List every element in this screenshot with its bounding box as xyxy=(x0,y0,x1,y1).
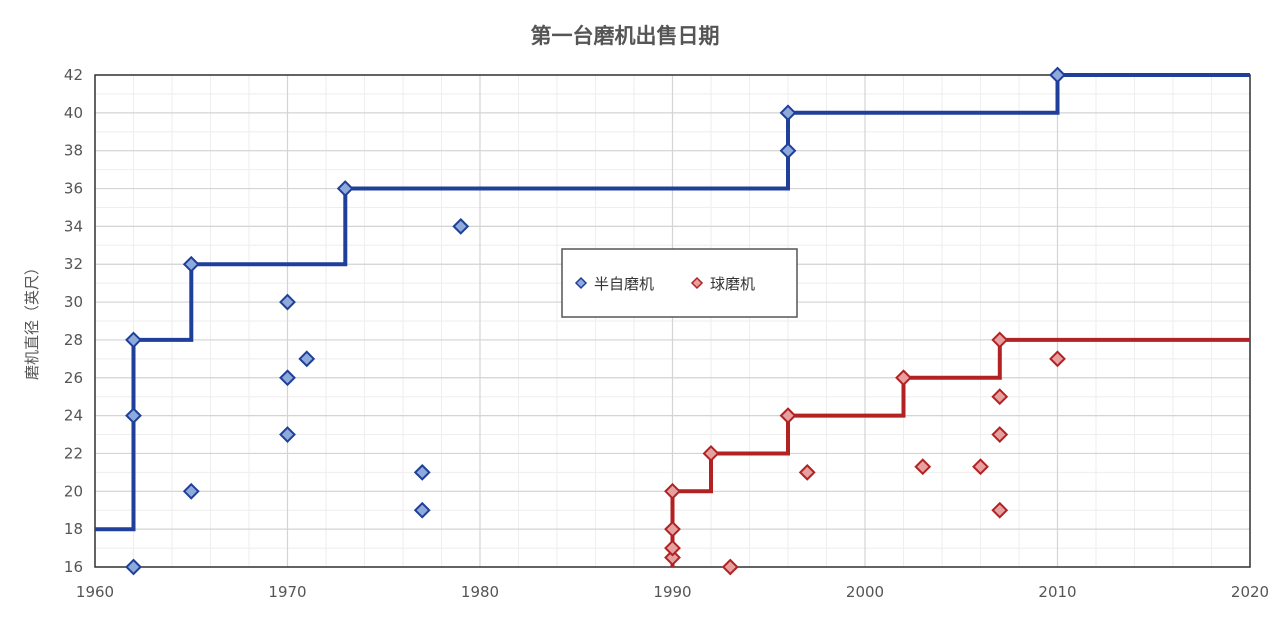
series-point-0 xyxy=(1049,66,1066,84)
y-tick-label: 22 xyxy=(64,444,83,462)
series-point-0 xyxy=(279,369,296,387)
x-tick-label: 2010 xyxy=(1038,583,1076,601)
series-point-0 xyxy=(779,142,797,160)
series-point-1 xyxy=(664,520,681,538)
legend: 半自磨机 球磨机 xyxy=(561,248,798,318)
y-tick-label: 38 xyxy=(64,142,83,160)
series-point-1 xyxy=(972,458,989,476)
y-tick-label: 18 xyxy=(64,520,83,538)
legend-marker-ball xyxy=(690,276,704,290)
y-tick-label: 30 xyxy=(64,293,83,311)
series-point-1 xyxy=(702,445,720,462)
series-point-1 xyxy=(664,482,681,500)
y-tick-label: 20 xyxy=(64,482,83,500)
series-point-0 xyxy=(125,407,142,425)
series-point-0 xyxy=(279,426,296,443)
legend-box xyxy=(561,248,798,318)
y-tick-label: 40 xyxy=(64,104,83,122)
series-point-1 xyxy=(991,501,1009,519)
y-tick-label: 34 xyxy=(64,217,83,235)
series-point-0 xyxy=(125,331,142,349)
series-point-1 xyxy=(721,558,739,576)
x-tick-label: 1990 xyxy=(653,583,691,601)
series-point-0 xyxy=(182,482,200,500)
series-point-0 xyxy=(779,104,797,122)
x-tick-label: 1960 xyxy=(76,583,114,601)
series-point-1 xyxy=(895,369,912,387)
chart-title: 第一台磨机出售日期 xyxy=(530,24,720,48)
series-point-1 xyxy=(991,426,1009,443)
series-line-0 xyxy=(95,73,1250,532)
y-tick-label: 26 xyxy=(64,369,83,387)
legend-label-sag: 半自磨机 xyxy=(594,275,654,293)
legend-marker-sag xyxy=(574,276,588,290)
data-points xyxy=(125,66,1066,576)
series-point-0 xyxy=(279,293,296,311)
series-point-0 xyxy=(413,463,431,481)
series-point-1 xyxy=(664,549,681,566)
x-tick-label: 1970 xyxy=(268,583,306,601)
series-point-1 xyxy=(991,388,1009,406)
series-point-0 xyxy=(125,558,142,576)
y-tick-label: 28 xyxy=(64,331,83,349)
series-point-1 xyxy=(991,331,1009,349)
series-point-0 xyxy=(413,501,431,519)
y-tick-label: 36 xyxy=(64,180,83,198)
x-tick-label: 1980 xyxy=(461,583,499,601)
series-point-0 xyxy=(452,217,470,235)
series-point-1 xyxy=(779,407,797,425)
y-tick-label: 16 xyxy=(64,558,83,576)
series-point-0 xyxy=(298,350,316,368)
series-point-1 xyxy=(1049,350,1066,368)
y-tick-label: 42 xyxy=(64,66,83,84)
series-point-1 xyxy=(664,539,681,557)
axes: 1960 1970 1980 1990 2000 2010 2020 16 18 20 22 24 26… xyxy=(64,66,1269,601)
y-tick-label: 32 xyxy=(64,255,83,273)
x-tick-label: 2020 xyxy=(1231,583,1269,601)
x-tick-label: 2000 xyxy=(846,583,884,601)
series-point-1 xyxy=(798,463,816,481)
series-point-0 xyxy=(182,255,200,273)
y-axis-label: 磨机直径（英尺） xyxy=(23,260,41,380)
series-point-0 xyxy=(336,180,354,197)
y-tick-label: 24 xyxy=(64,407,83,425)
legend-label-ball: 球磨机 xyxy=(710,275,755,293)
series-point-1 xyxy=(914,458,932,476)
